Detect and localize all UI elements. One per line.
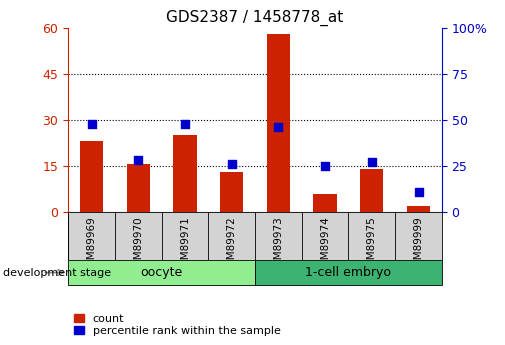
Point — [415, 189, 423, 195]
Title: GDS2387 / 1458778_at: GDS2387 / 1458778_at — [167, 10, 343, 26]
Legend: count, percentile rank within the sample: count, percentile rank within the sample — [74, 314, 280, 336]
Text: GSM89969: GSM89969 — [86, 216, 96, 273]
Bar — [80, 141, 103, 212]
Text: GSM89999: GSM89999 — [414, 216, 424, 273]
Bar — [68, 260, 255, 285]
Bar — [255, 260, 442, 285]
Text: GSM89974: GSM89974 — [320, 216, 330, 273]
Text: GSM89975: GSM89975 — [367, 216, 377, 273]
Point — [87, 121, 95, 126]
Point — [228, 161, 236, 167]
Bar — [360, 169, 383, 212]
Bar — [314, 194, 337, 212]
Point — [274, 125, 282, 130]
Text: GSM89970: GSM89970 — [133, 216, 143, 273]
Text: oocyte: oocyte — [140, 266, 183, 279]
Bar — [407, 206, 430, 212]
Text: development stage: development stage — [3, 268, 111, 277]
Text: GSM89973: GSM89973 — [273, 216, 283, 273]
Point — [181, 121, 189, 126]
Point — [368, 160, 376, 165]
Point — [321, 163, 329, 169]
Bar — [173, 135, 196, 212]
Text: GSM89972: GSM89972 — [227, 216, 237, 273]
Bar — [127, 165, 150, 212]
Text: 1-cell embryo: 1-cell embryo — [306, 266, 391, 279]
Text: GSM89971: GSM89971 — [180, 216, 190, 273]
Point — [134, 158, 142, 163]
Bar — [267, 34, 290, 212]
Bar — [220, 172, 243, 212]
